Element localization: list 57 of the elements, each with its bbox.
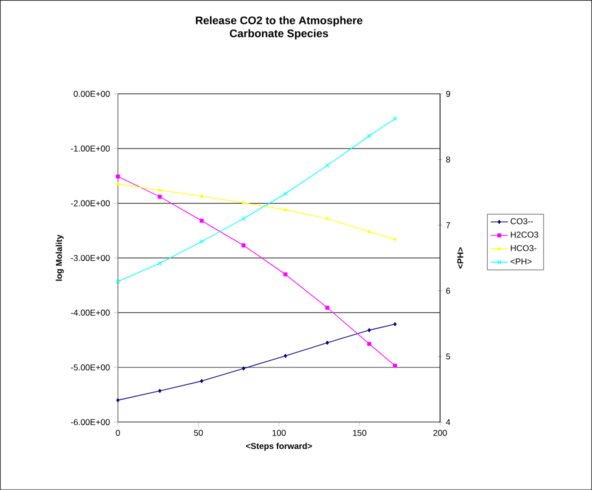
point [116,182,120,186]
x-tick-label: 100 [272,430,286,436]
point [326,216,330,220]
x-axis-title: <Steps forward> [246,442,312,451]
point [241,216,246,221]
y2-tick-label: 5 [446,353,450,360]
point [158,194,162,199]
point [200,194,204,198]
point [116,174,120,178]
x-tick-label: 50 [194,430,203,436]
point [393,237,397,241]
chart-title: Release CO2 to the Atmosphere [196,16,362,26]
legend-label: CO3-- [510,218,533,224]
point [392,364,397,368]
point [283,191,288,196]
point [393,322,397,326]
y2-tick-label: 6 [446,288,450,294]
y2-tick-label: 9 [446,90,450,97]
point [242,243,246,248]
point [199,239,204,244]
point [242,200,246,204]
y-tick-label: -6.00E+00 [70,419,110,426]
y-tick-label: 0.00E+00 [74,90,110,97]
chart-subtitle: Carbonate Species [230,29,328,40]
point [368,328,371,332]
y-axis-title: log Molality [56,234,64,281]
x-tick-label: 150 [353,430,366,436]
point [284,208,288,212]
y-tick-label: -3.00E+00 [70,254,110,262]
y2-tick-label: 8 [446,156,450,163]
point [158,188,162,192]
x-tick-label: 0 [116,430,120,436]
x-tick-label: 200 [433,430,447,436]
y-tick-label: -5.00E+00 [70,364,110,370]
point [158,261,162,266]
y2-tick-label: 4 [446,419,450,426]
y-tick-label: -4.00E+00 [70,310,110,316]
point [284,354,288,358]
y-tick-label: -2.00E+00 [70,200,110,206]
point [158,388,162,393]
y2-axis-title: <PH> [457,247,464,269]
point [366,134,372,138]
point [325,306,330,310]
legend-label: H2CO3 [510,232,538,238]
point [116,398,120,402]
point [200,379,204,384]
y2-tick-label: 7 [446,222,450,228]
point [367,230,371,233]
point [326,340,329,345]
legend-label: HCO3- [510,245,536,252]
legend-label: <PH> [510,258,532,264]
point [242,366,246,370]
point [200,218,204,223]
point [325,163,330,168]
point [367,342,372,346]
y-tick-label: -1.00E+00 [70,146,110,152]
point [283,272,288,276]
